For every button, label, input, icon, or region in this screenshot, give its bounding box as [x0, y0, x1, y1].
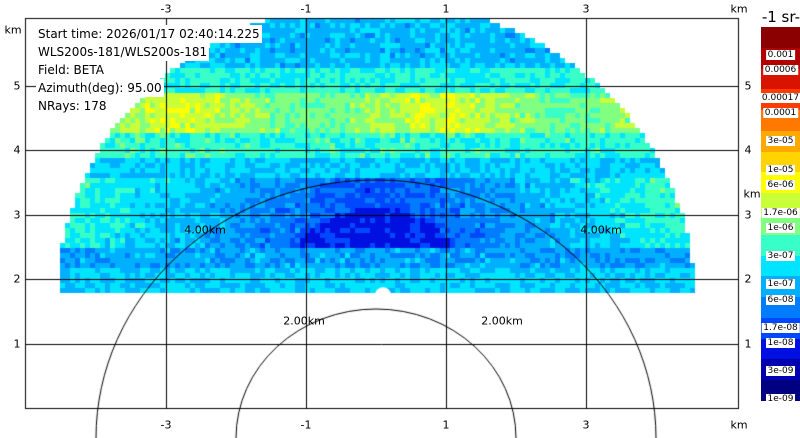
colorbar-tick-label: 1e-09 [765, 394, 796, 404]
range-ring-label: 2.00km [283, 314, 325, 328]
colorbar-tick-label: 0.00017 [759, 93, 800, 103]
x-tick-bottom: 1 [442, 418, 450, 432]
colorbar-tick-label: 1.7e-06 [761, 208, 800, 218]
x-tick-top: -3 [160, 2, 172, 16]
x-tick-bottom: 3 [582, 418, 590, 432]
start-time-label: Start time: 2026/01/17 02:40:14.225 [36, 25, 262, 43]
colorbar-tick-label: 1e-06 [765, 223, 796, 233]
colorbar-tick-label: 3e-09 [765, 366, 796, 376]
colorbar-tick-label: 3e-05 [765, 136, 796, 146]
x-tick-top: 3 [582, 2, 590, 16]
info-box: Start time: 2026/01/17 02:40:14.225 WLS2… [36, 25, 262, 115]
field-label: Field: BETA [36, 61, 106, 79]
colorbar-tick-label: 0.0006 [762, 65, 799, 75]
colorbar-tick-label: 0.001 [765, 50, 796, 60]
range-ring-label: 4.00km [184, 223, 226, 237]
y-tick-right: 1 [744, 337, 752, 350]
colorbar-tick-label: 0.0001 [762, 108, 799, 118]
range-ring-label: 4.00km [580, 223, 622, 237]
y-unit-right: km [743, 187, 761, 201]
x-unit-top: km [730, 2, 748, 16]
y-tick-left: 4 [13, 143, 21, 157]
colorbar-tick-label: 3e-07 [765, 251, 796, 261]
colorbar-tick-label: 6e-06 [765, 180, 796, 190]
x-tick-bottom: -3 [160, 418, 172, 432]
y-tick-right: 2 [744, 272, 752, 286]
y-tick-left: 5 [13, 79, 21, 92]
colorbar-tick-label: 1e-05 [765, 165, 796, 175]
colorbar-tick-label: 1.7e-08 [761, 323, 800, 333]
x-tick-top: -1 [300, 2, 312, 16]
colorbar-segment [761, 27, 800, 49]
range-ring-label: 2.00km [481, 314, 523, 328]
y-tick-left: 1 [13, 337, 21, 350]
x-tick-top: 1 [442, 2, 450, 16]
x-unit-bottom: km [730, 418, 748, 432]
colorbar-tick-label: 1e-08 [765, 338, 796, 348]
y-tick-right: 4 [744, 143, 752, 157]
colorbar-segment [761, 234, 800, 257]
y-tick-right: 5 [744, 79, 752, 92]
y-tick-right: 3 [744, 208, 752, 221]
x-tick-bottom: -1 [300, 418, 312, 432]
nrays-label: NRays: 178 [36, 97, 109, 115]
colorbar-title: -1 sr- [761, 8, 800, 26]
y-unit-left: km [4, 23, 22, 37]
colorbar-tick-label: 6e-08 [765, 295, 796, 305]
azimuth-label: Azimuth(deg): 95.00 [36, 79, 164, 97]
y-tick-left: 3 [13, 208, 21, 221]
instrument-label: WLS200s-181/WLS200s-181 [36, 43, 210, 61]
colorbar-tick-label: 1e-07 [765, 279, 796, 289]
y-tick-left: 2 [13, 272, 21, 286]
